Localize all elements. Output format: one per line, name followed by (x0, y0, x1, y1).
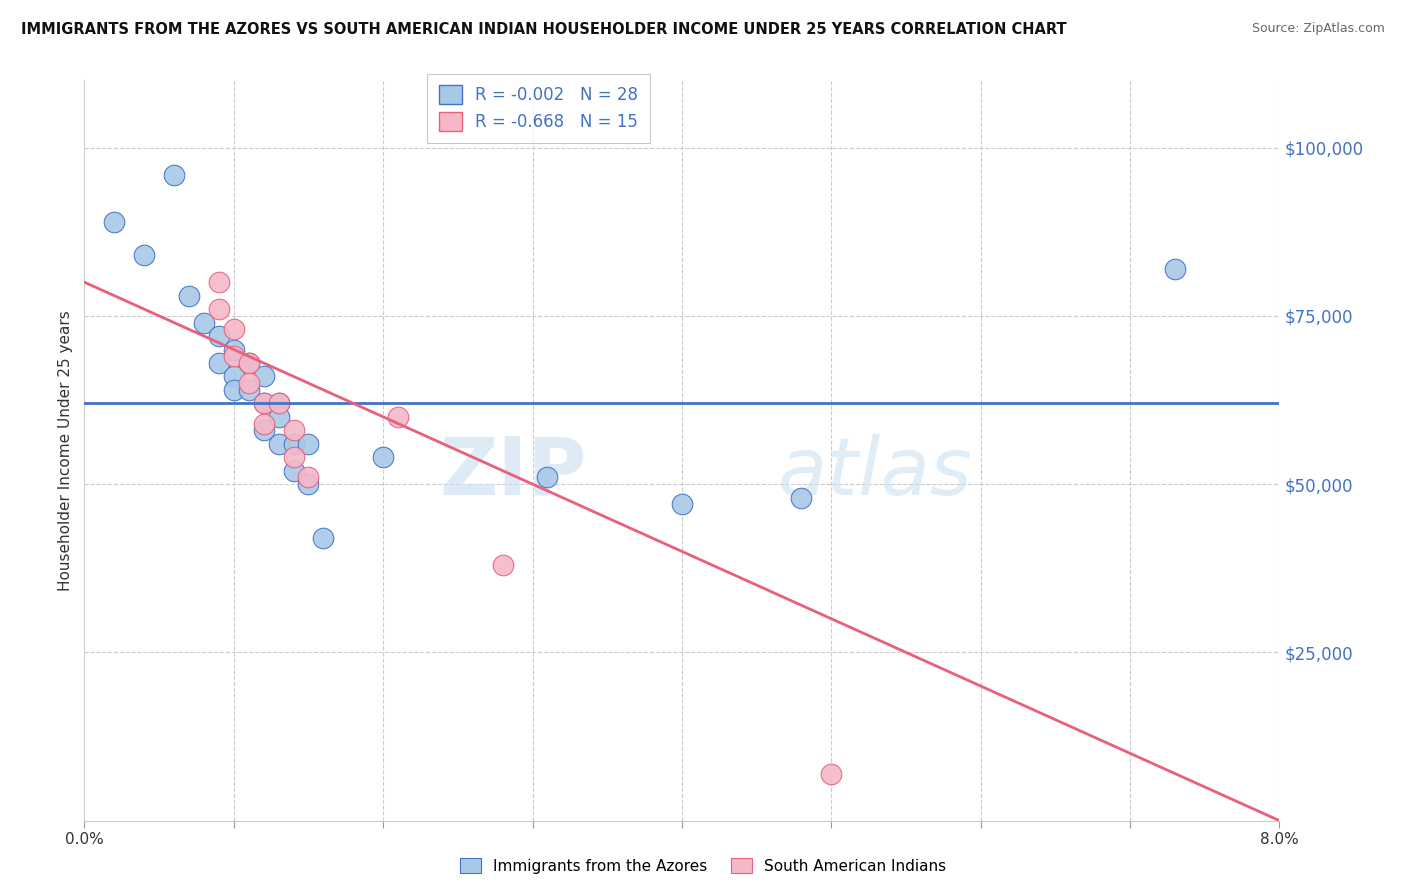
Text: ZIP: ZIP (439, 434, 586, 512)
Point (492, 558, 515, 572)
Point (208, 329, 231, 343)
Text: atlas: atlas (778, 434, 973, 512)
Legend: Immigrants from the Azores, South American Indians: Immigrants from the Azores, South Americ… (454, 852, 952, 880)
Point (103, 214, 125, 228)
Point (297, 470, 319, 484)
Point (253, 369, 276, 384)
Point (208, 302, 231, 317)
Point (790, 491, 813, 505)
Point (222, 383, 245, 397)
Legend: R = -0.002   N = 28, R = -0.668   N = 15: R = -0.002 N = 28, R = -0.668 N = 15 (427, 74, 650, 143)
Point (297, 436, 319, 450)
Point (267, 396, 290, 410)
Point (132, 248, 156, 262)
Point (267, 436, 290, 450)
Text: Source: ZipAtlas.com: Source: ZipAtlas.com (1251, 22, 1385, 36)
Y-axis label: Householder Income Under 25 years: Householder Income Under 25 years (58, 310, 73, 591)
Text: IMMIGRANTS FROM THE AZORES VS SOUTH AMERICAN INDIAN HOUSEHOLDER INCOME UNDER 25 : IMMIGRANTS FROM THE AZORES VS SOUTH AMER… (21, 22, 1067, 37)
Point (222, 369, 245, 384)
Point (193, 316, 215, 330)
Point (283, 436, 305, 450)
Point (1164, 261, 1187, 276)
Point (208, 356, 231, 370)
Point (536, 470, 558, 484)
Point (253, 396, 276, 410)
Point (238, 383, 260, 397)
Point (253, 423, 276, 437)
Point (163, 168, 186, 182)
Point (238, 376, 260, 391)
Point (671, 497, 693, 511)
Point (387, 409, 409, 424)
Point (208, 275, 231, 289)
Point (253, 396, 276, 410)
Point (222, 322, 245, 336)
Point (267, 409, 290, 424)
Point (238, 356, 260, 370)
Point (238, 356, 260, 370)
Point (222, 349, 245, 363)
Point (312, 531, 335, 545)
Point (283, 450, 305, 465)
Point (177, 288, 200, 302)
Point (283, 423, 305, 437)
Point (283, 464, 305, 478)
Point (267, 396, 290, 410)
Point (253, 417, 276, 431)
Point (222, 343, 245, 357)
Point (820, 766, 842, 780)
Point (373, 450, 395, 465)
Point (297, 477, 319, 491)
